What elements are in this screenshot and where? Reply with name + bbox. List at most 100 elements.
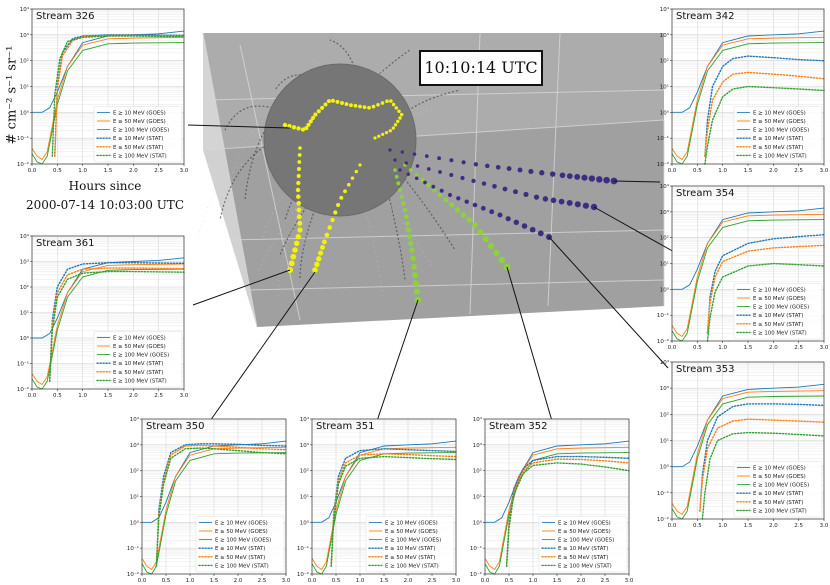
- stream-particle: [295, 234, 301, 240]
- y-tick-label: 10²: [20, 284, 29, 291]
- stream-particle: [493, 249, 500, 257]
- stream-particle: [367, 105, 371, 110]
- y-tick-label: 10⁰: [20, 109, 30, 116]
- series-line: [155, 447, 287, 567]
- stream-particle: [454, 207, 461, 213]
- series-line: [505, 462, 630, 567]
- x-tick-label: 0.5: [505, 578, 514, 584]
- stream-particle: [344, 102, 349, 107]
- legend-entry: E ≥ 10 MeV (GOES): [385, 520, 438, 526]
- x-tick-label: 1.5: [104, 168, 113, 174]
- legend-entry: E ≥ 50 MeV (GOES): [215, 529, 268, 535]
- y-tick-label: 10¹: [660, 438, 669, 445]
- series-line: [672, 30, 825, 113]
- stream-particle: [306, 122, 311, 127]
- x-tick-label: 2.5: [601, 578, 610, 584]
- stream-particle: [384, 130, 389, 135]
- series-line: [704, 71, 825, 157]
- stream-particle: [389, 99, 393, 103]
- legend-entry: E ≥ 10 MeV (GOES): [558, 520, 611, 526]
- stream-particle: [574, 201, 581, 208]
- stream-particle: [393, 158, 397, 162]
- series-line: [31, 263, 185, 386]
- stream-particle: [464, 199, 469, 204]
- stream-particle: [327, 225, 332, 230]
- x-tick-label: 2.0: [404, 578, 413, 584]
- y-tick-label: 10⁻¹: [470, 545, 482, 552]
- panel-title: Stream 353: [676, 364, 735, 375]
- y-tick-label: 10⁻¹: [657, 490, 669, 497]
- x-tick-label: 0.5: [162, 578, 171, 584]
- legend-entry: E ≥ 50 MeV (STAT): [113, 370, 163, 376]
- stream-particle: [296, 126, 301, 131]
- stream-particle: [343, 189, 347, 194]
- series-line: [49, 262, 185, 383]
- legend-entry: E ≥ 10 MeV (GOES): [753, 465, 806, 471]
- stream-particle: [414, 176, 419, 181]
- y-tick-label: 10⁴: [660, 183, 670, 190]
- panel-chart: 10⁻² 10⁻¹ 10⁰ 10¹ 10² 10³ 10⁴ 0.0 0.5 1.0 1.5 2.0 2.…: [657, 6, 829, 174]
- stream-particle: [506, 166, 512, 172]
- leader-line: [548, 236, 669, 369]
- panel-stream-326: 10⁻² 10⁻¹ 10⁰ 10¹ 10² 10³ 10⁴ 0.0 0.5 1.0 1.5 2.0 2.…: [10, 5, 189, 175]
- y-tick-label: 10⁻²: [17, 386, 29, 393]
- stream-particle: [393, 123, 398, 127]
- legend-entry: E ≥ 100 MeV (STAT): [753, 508, 807, 514]
- stream-particle: [399, 112, 404, 117]
- stream-particle: [398, 168, 402, 172]
- stream-particle: [349, 103, 353, 108]
- stream-particle: [461, 160, 466, 165]
- x-tick-label: 1.5: [210, 578, 219, 584]
- legend-entry: E ≥ 50 MeV (STAT): [113, 145, 163, 151]
- panel-title: Stream 352: [489, 421, 548, 432]
- y-tick-label: 10⁰: [20, 335, 30, 342]
- legend: E ≥ 10 MeV (GOES) E ≥ 50 MeV (GOES) E ≥ 10…: [733, 283, 823, 340]
- series-line: [699, 403, 825, 512]
- legend-entry: E ≥ 10 MeV (STAT): [113, 361, 163, 367]
- x-tick-label: 2.0: [577, 578, 586, 584]
- stream-particle: [323, 102, 328, 107]
- stream-particle: [288, 260, 295, 267]
- legend-entry: E ≥ 50 MeV (STAT): [558, 555, 608, 561]
- legend-entry: E ≥ 50 MeV (GOES): [753, 119, 806, 125]
- x-tick-label: 3.0: [625, 578, 634, 584]
- x-tick-label: 0.0: [138, 578, 147, 584]
- stream-particle: [431, 187, 437, 193]
- x-tick-label: 1.0: [78, 168, 87, 174]
- panel-chart: 10⁻² 10⁻¹ 10⁰ 10¹ 10² 10³ 10⁴ 0.0 0.5 1.0 1.5 2.0 2.…: [297, 416, 461, 584]
- legend-entry: E ≥ 100 MeV (GOES): [215, 538, 271, 544]
- y-tick-label: 10⁻¹: [297, 545, 309, 552]
- stream-particle: [336, 202, 341, 208]
- stream-particle: [431, 184, 436, 189]
- x-tick-label: 0.5: [53, 168, 62, 174]
- stream-particle: [472, 202, 478, 208]
- legend-entry: E ≥ 10 MeV (STAT): [753, 491, 803, 497]
- stream-particle: [396, 119, 400, 124]
- stream-particle: [297, 160, 302, 164]
- stream-particle: [394, 106, 399, 110]
- field-line-faint: [202, 123, 259, 149]
- y-tick-label: 10⁰: [660, 109, 670, 116]
- y-tick-label: 10²: [20, 58, 29, 65]
- x-tick-label: 0.5: [693, 523, 702, 529]
- series-line: [671, 42, 825, 165]
- stream-particle: [403, 214, 409, 220]
- stream-particle: [376, 102, 380, 107]
- stream-particle: [537, 230, 544, 237]
- stream-particle: [293, 240, 300, 247]
- series-line: [51, 35, 185, 157]
- y-tick-label: 10³: [20, 259, 29, 266]
- y-tick-label: 10²: [130, 468, 139, 475]
- stream-particle: [513, 219, 519, 225]
- panel-title: Stream 326: [36, 11, 95, 22]
- x-tick-label: 0.0: [668, 345, 677, 351]
- x-tick-label: 0.0: [668, 523, 677, 529]
- stream-particle: [295, 187, 301, 193]
- stream-particle: [539, 170, 545, 176]
- y-tick-label: 10⁻²: [657, 338, 669, 345]
- stream-particle: [388, 129, 392, 133]
- y-tick-label: 10¹: [300, 494, 309, 501]
- grid-line: [239, 44, 301, 321]
- stream-particle: [542, 196, 549, 202]
